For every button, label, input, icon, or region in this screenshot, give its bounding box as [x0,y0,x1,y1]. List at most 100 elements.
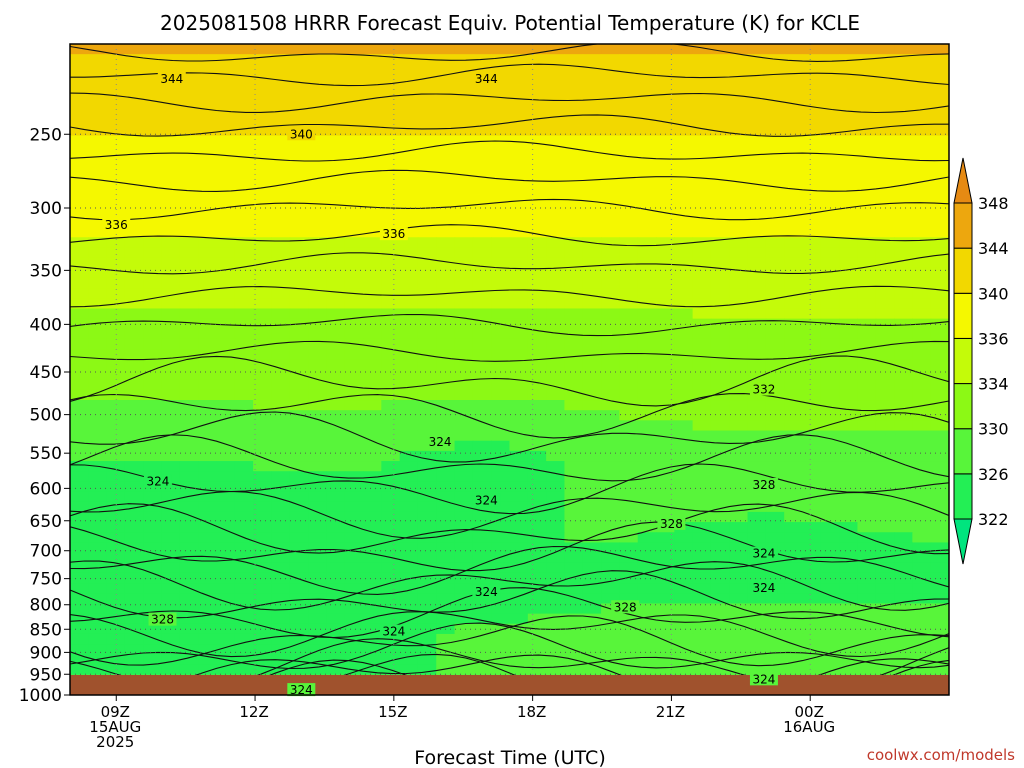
field-cell [289,613,309,625]
field-cell [930,288,949,299]
field-cell [894,603,913,615]
field-cell [674,481,694,493]
field-cell [509,277,529,289]
field-cell [454,623,474,635]
contour-label-bg [287,683,316,697]
field-cell [472,359,492,371]
field-cell [454,461,474,472]
field-cell [417,633,437,645]
field-cell [656,206,675,218]
field-cell [88,115,108,126]
field-cell [692,583,712,594]
field-cell [930,206,949,218]
field-cell [88,237,108,249]
field-cell [619,440,639,452]
field-cell [124,532,144,544]
field-cell [363,145,382,157]
field-cell [894,186,913,198]
field-cell [234,633,254,645]
field-cell [106,115,126,126]
field-cell [454,389,474,401]
field-cell [271,389,291,401]
field-cell [472,511,492,523]
field-cell [106,155,126,167]
field-cell [710,410,730,421]
field-cell [326,603,346,615]
field-cell [729,105,749,116]
field-cell [564,633,584,645]
field-cell [436,216,456,228]
field-cell [253,277,273,289]
field-cell [747,644,767,655]
field-cell [308,420,327,432]
field-cell [656,440,675,452]
field-cell [399,176,419,188]
field-cell [70,511,89,523]
field-cell [124,379,144,391]
field-cell [546,349,566,360]
field-cell [546,277,566,289]
field-cell [70,288,89,299]
field-cell [692,54,712,65]
field-cell [381,593,401,605]
field-cell [527,572,547,584]
credit-link[interactable]: coolwx.com/models [867,746,1015,764]
field-cell [326,206,346,218]
field-cell [234,481,254,493]
field-cell [656,237,675,249]
field-cell [289,572,309,584]
field-cell [106,461,126,472]
field-cell [88,176,108,188]
field-cell [839,369,859,381]
field-cell [106,593,126,605]
field-cell [472,288,492,299]
field-cell [179,450,199,462]
field-cell [894,155,913,167]
field-cell [875,450,895,462]
field-cell [161,420,181,432]
field-cell [710,64,730,76]
field-cell [527,349,547,360]
field-cell [857,318,877,330]
field-cell [784,522,804,533]
field-cell [784,450,804,462]
field-cell [857,542,877,554]
contour-lines [70,44,949,675]
field-cell [234,359,254,371]
field-cell [417,44,437,55]
field-cell [894,623,913,635]
field-cell [179,501,199,513]
field-cell [784,542,804,554]
field-cell [491,522,511,533]
field-cell [124,125,144,137]
field-cell [710,74,730,86]
field-cell [802,349,822,360]
field-cell [582,603,602,615]
field-cell [436,491,456,503]
field-cell [271,583,291,594]
field-cell [253,664,273,675]
field-cell [747,166,767,177]
field-cell [106,84,126,96]
field-cell [930,84,949,96]
field-cell [729,206,749,218]
field-cell [216,430,236,442]
field-cell [912,44,932,55]
field-cell [454,644,474,655]
contour-label: 328 [660,517,683,531]
field-cell [930,420,949,432]
field-cell [234,84,254,96]
field-cell [381,176,401,188]
field-cell [912,277,932,289]
field-cell [436,654,456,666]
field-cell [601,450,620,462]
field-cell [363,491,382,503]
field-cell [143,583,163,594]
field-cell [216,410,236,421]
field-cell [161,532,181,544]
field-cell [472,64,492,76]
field-cell [857,379,877,391]
field-cell [527,562,547,574]
field-cell [70,54,89,65]
field-cell [399,308,419,320]
